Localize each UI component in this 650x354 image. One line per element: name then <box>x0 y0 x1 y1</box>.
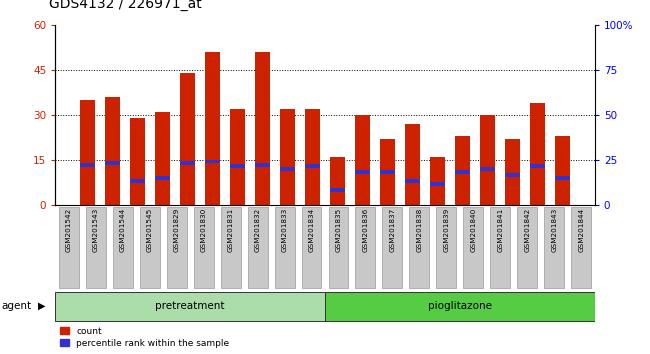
Bar <box>405 124 420 205</box>
Bar <box>480 167 495 171</box>
FancyBboxPatch shape <box>274 207 294 288</box>
FancyBboxPatch shape <box>571 207 592 288</box>
Text: GSM201840: GSM201840 <box>471 208 476 252</box>
Text: GSM201841: GSM201841 <box>497 208 503 252</box>
FancyBboxPatch shape <box>517 207 538 288</box>
Bar <box>255 163 270 166</box>
Bar <box>505 173 520 177</box>
Bar <box>355 115 370 205</box>
FancyBboxPatch shape <box>356 207 376 288</box>
Text: GSM201542: GSM201542 <box>66 208 72 252</box>
Bar <box>380 139 395 205</box>
Bar <box>280 109 295 205</box>
Text: GSM201836: GSM201836 <box>363 208 369 252</box>
Text: GSM201833: GSM201833 <box>281 208 287 252</box>
Bar <box>105 97 120 205</box>
FancyBboxPatch shape <box>58 207 79 288</box>
Bar <box>105 161 120 165</box>
Text: GSM201544: GSM201544 <box>120 208 125 252</box>
FancyBboxPatch shape <box>410 207 430 288</box>
Bar <box>530 164 545 168</box>
Bar <box>155 176 170 180</box>
Bar <box>55 292 325 321</box>
Bar <box>325 292 595 321</box>
Bar <box>180 73 195 205</box>
Bar <box>130 118 145 205</box>
Text: GSM201844: GSM201844 <box>578 208 584 252</box>
Text: GSM201829: GSM201829 <box>174 208 179 252</box>
Bar <box>480 115 495 205</box>
Text: GSM201843: GSM201843 <box>551 208 557 252</box>
Bar <box>530 103 545 205</box>
Bar <box>305 109 320 205</box>
Bar <box>255 52 270 205</box>
FancyBboxPatch shape <box>140 207 160 288</box>
Text: GSM201545: GSM201545 <box>147 208 153 252</box>
FancyBboxPatch shape <box>302 207 322 288</box>
Text: GSM201832: GSM201832 <box>255 208 261 252</box>
Text: GSM201835: GSM201835 <box>335 208 341 252</box>
Text: GSM201543: GSM201543 <box>93 208 99 252</box>
Text: GSM201838: GSM201838 <box>417 208 423 252</box>
Bar <box>230 164 245 168</box>
Bar <box>455 170 470 174</box>
Text: agent: agent <box>1 301 31 311</box>
Text: GSM201834: GSM201834 <box>309 208 315 252</box>
Bar <box>280 167 295 171</box>
Bar <box>455 136 470 205</box>
Bar <box>80 100 95 205</box>
FancyBboxPatch shape <box>220 207 240 288</box>
Bar <box>430 157 445 205</box>
Text: GSM201831: GSM201831 <box>227 208 233 252</box>
Text: GSM201830: GSM201830 <box>201 208 207 252</box>
Bar <box>230 109 245 205</box>
Text: GDS4132 / 226971_at: GDS4132 / 226971_at <box>49 0 202 11</box>
Bar <box>155 112 170 205</box>
FancyBboxPatch shape <box>194 207 214 288</box>
FancyBboxPatch shape <box>463 207 484 288</box>
FancyBboxPatch shape <box>382 207 402 288</box>
Text: ▶: ▶ <box>38 301 46 311</box>
FancyBboxPatch shape <box>166 207 187 288</box>
Bar <box>505 139 520 205</box>
Bar <box>305 164 320 168</box>
Text: GSM201842: GSM201842 <box>525 208 530 252</box>
FancyBboxPatch shape <box>248 207 268 288</box>
Bar <box>205 52 220 205</box>
Bar <box>555 136 570 205</box>
Bar <box>380 170 395 174</box>
Bar <box>405 179 420 183</box>
Legend: count, percentile rank within the sample: count, percentile rank within the sample <box>60 327 229 348</box>
FancyBboxPatch shape <box>112 207 133 288</box>
FancyBboxPatch shape <box>436 207 456 288</box>
Bar <box>330 157 345 205</box>
FancyBboxPatch shape <box>490 207 510 288</box>
Bar <box>430 182 445 186</box>
Bar <box>205 160 220 164</box>
Bar <box>330 188 345 192</box>
Bar <box>555 176 570 180</box>
Bar <box>180 161 195 165</box>
Text: GSM201839: GSM201839 <box>443 208 449 252</box>
Text: pioglitazone: pioglitazone <box>428 301 492 311</box>
Bar <box>355 170 370 174</box>
Text: GSM201837: GSM201837 <box>389 208 395 252</box>
FancyBboxPatch shape <box>86 207 106 288</box>
Text: pretreatment: pretreatment <box>155 301 225 311</box>
FancyBboxPatch shape <box>328 207 348 288</box>
FancyBboxPatch shape <box>544 207 564 288</box>
Bar <box>130 179 145 183</box>
Bar <box>80 163 95 166</box>
